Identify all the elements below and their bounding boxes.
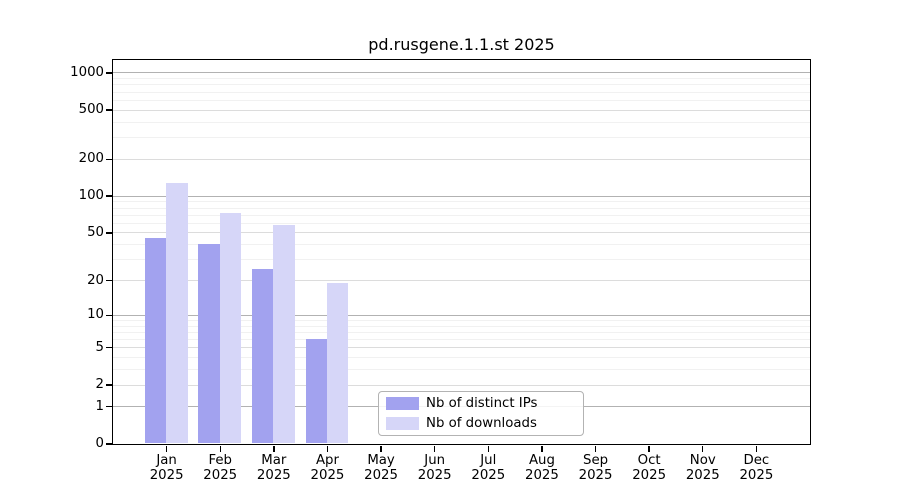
x-axis-tick-mark <box>648 445 650 452</box>
gridline-major <box>112 314 810 316</box>
legend-row-distinct-ips: Nb of distinct IPs <box>386 396 583 411</box>
gridline-minor <box>112 201 810 203</box>
y-axis-tick-mark <box>105 72 112 74</box>
y-axis-tick-mark <box>105 443 112 445</box>
bar-distinct-ips-mar <box>251 268 274 444</box>
legend-label-downloads: Nb of downloads <box>426 415 537 431</box>
gridline-major <box>112 280 810 281</box>
legend-swatch-downloads <box>386 416 419 430</box>
x-axis-tick-label: Sep 2025 <box>578 453 613 483</box>
gridline-minor <box>112 99 810 101</box>
x-axis-tick-mark <box>273 445 275 452</box>
x-axis-tick-mark <box>326 445 329 452</box>
gridline-minor <box>112 207 810 209</box>
plot-area <box>111 58 811 445</box>
chart-title: pd.rusgene.1.1.st 2025 <box>368 35 555 54</box>
y-axis-tick-label: 100 <box>78 188 104 204</box>
bar-distinct-ips-apr <box>305 339 327 444</box>
gridline-minor <box>112 214 810 216</box>
x-axis-tick-label: Dec 2025 <box>739 453 774 483</box>
x-axis-tick-mark <box>165 445 168 452</box>
x-axis-tick-mark <box>594 445 597 452</box>
y-axis-tick-label: 50 <box>87 224 104 240</box>
x-axis-tick-label: Mar 2025 <box>256 453 291 483</box>
y-axis-tick-label: 1 <box>95 398 104 414</box>
y-axis-tick-mark <box>105 279 112 282</box>
gridline-minor <box>112 137 810 139</box>
gridline-minor <box>112 259 810 261</box>
y-axis-tick-label: 5 <box>95 339 104 355</box>
y-axis-tick-mark <box>105 232 112 234</box>
gridline-minor <box>112 325 810 327</box>
gridline-minor <box>112 222 810 224</box>
gridline-major <box>112 158 810 160</box>
y-axis-tick-mark <box>105 347 112 349</box>
gridline-minor <box>112 244 810 246</box>
x-axis-tick-mark <box>433 445 436 452</box>
x-axis-tick-label: Feb 2025 <box>203 453 238 483</box>
bar-downloads-jan <box>166 182 188 444</box>
y-axis-tick-mark <box>105 314 112 316</box>
gridline-minor <box>112 357 810 359</box>
gridline-major <box>112 72 810 74</box>
gridline-major <box>112 384 810 386</box>
bar-downloads-mar <box>273 225 295 444</box>
gridline-minor <box>112 319 810 321</box>
legend-swatch-distinct-ips <box>386 397 419 411</box>
y-axis-tick-label: 1000 <box>70 64 104 80</box>
bar-downloads-feb <box>219 213 242 444</box>
y-axis-tick-mark <box>105 406 112 408</box>
gridline-major <box>112 109 810 111</box>
gridline-major <box>112 232 810 234</box>
x-axis-tick-mark <box>219 445 221 452</box>
x-axis-tick-mark <box>755 445 758 452</box>
y-axis-tick-mark <box>105 158 112 160</box>
gridline-minor <box>112 331 810 333</box>
x-axis-tick-mark <box>541 445 543 452</box>
y-axis-tick-label: 2 <box>95 377 104 392</box>
y-axis-tick-mark <box>105 195 112 197</box>
x-axis-tick-label: Apr 2025 <box>310 453 345 483</box>
gridline-minor <box>112 91 810 93</box>
gridline-major <box>112 195 810 197</box>
y-axis-tick-label: 200 <box>78 151 104 167</box>
gridline-major <box>112 347 810 349</box>
x-axis-tick-label: Jan 2025 <box>149 453 184 483</box>
y-axis-tick-label: 20 <box>87 272 104 288</box>
legend-label-distinct-ips: Nb of distinct IPs <box>426 396 538 412</box>
x-axis-tick-label: May 2025 <box>364 453 398 483</box>
gridline-minor <box>112 339 810 340</box>
y-axis-tick-label: 10 <box>87 307 104 323</box>
y-axis-tick-label: 500 <box>78 102 104 118</box>
y-axis-tick-label: 0 <box>95 436 104 451</box>
gridline-minor <box>112 78 810 80</box>
x-axis-tick-label: Jun 2025 <box>417 453 452 483</box>
x-axis-tick-label: Oct 2025 <box>632 453 667 483</box>
legend: Nb of distinct IPs Nb of downloads <box>378 391 584 436</box>
gridline-minor <box>112 121 810 123</box>
gridline-minor <box>112 369 810 371</box>
bar-distinct-ips-feb <box>198 244 220 444</box>
x-axis-tick-mark <box>380 445 382 452</box>
y-axis-tick-mark <box>105 109 112 111</box>
y-axis-tick-mark <box>105 384 112 386</box>
x-axis-tick-label: Nov 2025 <box>685 453 720 483</box>
x-axis-tick-label: Aug 2025 <box>525 453 559 483</box>
bar-distinct-ips-jan <box>144 237 167 444</box>
x-axis-tick-label: Jul 2025 <box>471 453 506 483</box>
legend-row-downloads: Nb of downloads <box>386 416 583 431</box>
bar-downloads-apr <box>326 282 349 444</box>
x-axis-tick-mark <box>487 445 489 452</box>
gridline-minor <box>112 84 810 86</box>
x-axis-tick-mark <box>702 445 704 452</box>
